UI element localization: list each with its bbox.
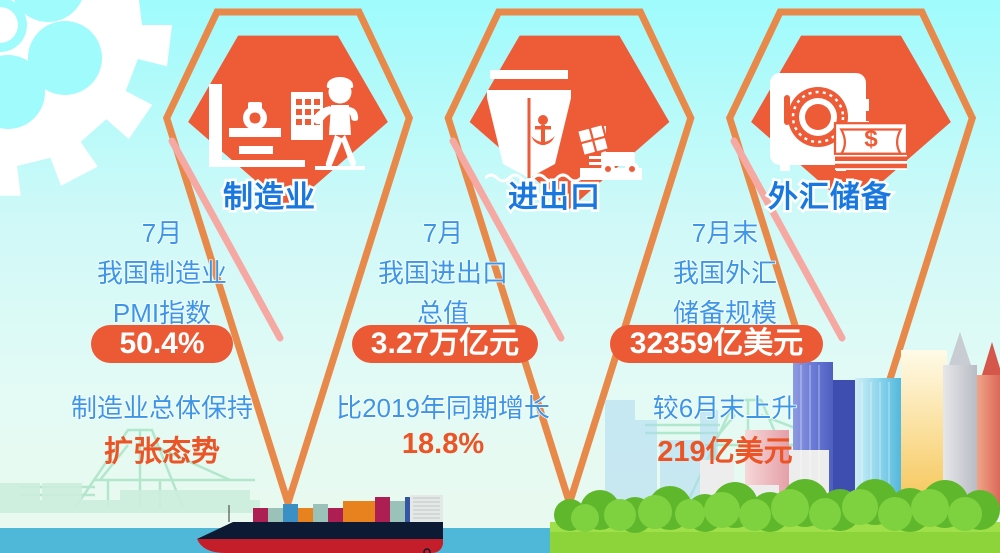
svg-text:$: $ — [864, 126, 878, 153]
